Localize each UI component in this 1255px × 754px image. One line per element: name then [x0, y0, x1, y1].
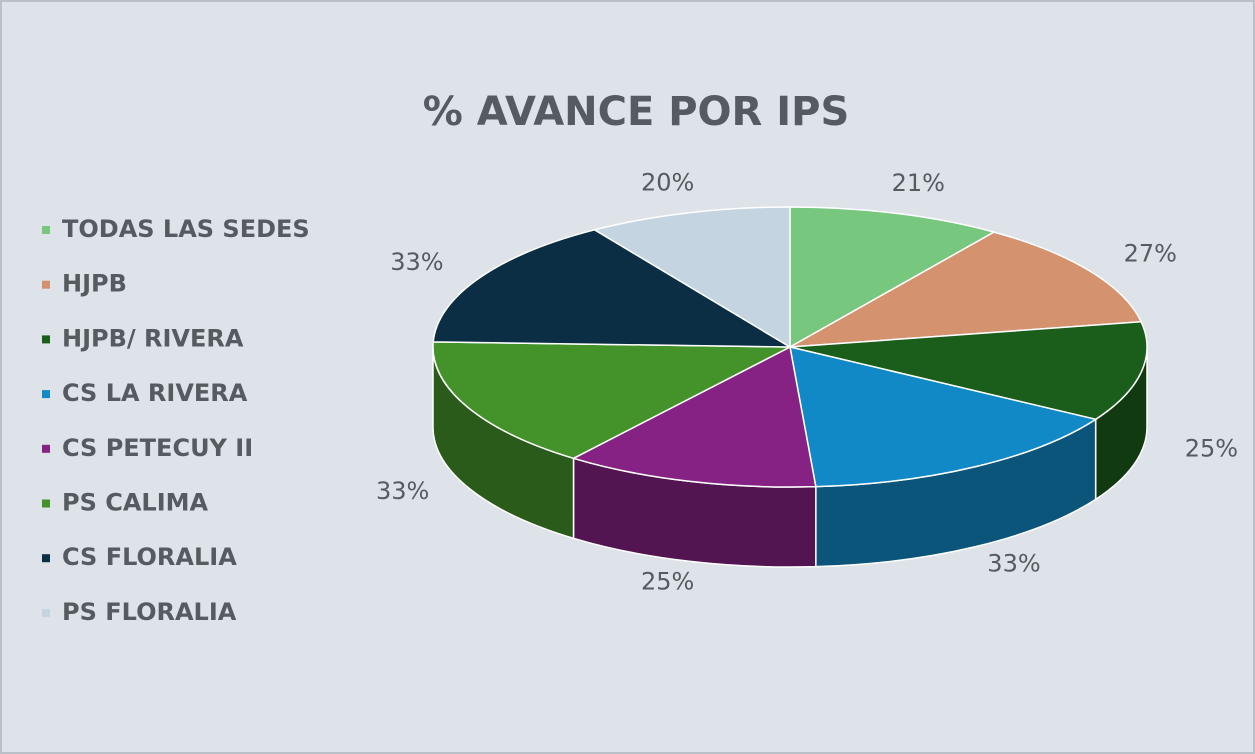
data-label: 33% — [390, 248, 443, 276]
slice — [592, 206, 791, 349]
data-label: 20% — [641, 168, 694, 196]
data-label: 25% — [641, 568, 694, 596]
legend-swatch — [42, 444, 50, 453]
slice — [432, 341, 791, 460]
legend-swatch — [42, 554, 50, 563]
data-label: 33% — [376, 477, 429, 505]
legend-label: PS CALIMA — [62, 489, 209, 517]
slice — [789, 206, 996, 349]
legend-swatch — [42, 608, 50, 617]
chart-title: % AVANCE POR IPS — [423, 89, 850, 135]
legend-label: PS FLORALIA — [62, 598, 237, 626]
legend-swatch — [42, 226, 50, 234]
data-label: 27% — [1124, 240, 1177, 268]
data-label: 25% — [1185, 435, 1238, 463]
data-label: 33% — [987, 550, 1040, 578]
legend-label: TODAS LAS SEDES — [62, 215, 310, 243]
legend-swatch — [42, 499, 50, 508]
legend-label: HJPB/ RIVERA — [62, 324, 244, 352]
slice — [571, 345, 817, 488]
legend-label: CS FLORALIA — [62, 543, 237, 571]
legend-swatch — [42, 280, 50, 289]
data-label: 21% — [892, 169, 945, 197]
slice — [789, 321, 1148, 421]
slice — [432, 229, 793, 348]
legend-swatch — [42, 335, 50, 344]
slice — [789, 231, 1143, 348]
legend-label: HJPB — [62, 270, 127, 298]
slice — [789, 346, 1098, 488]
legend-swatch — [42, 390, 50, 399]
legend-label: CS PETECUY II — [62, 434, 253, 462]
legend-label: CS LA RIVERA — [62, 379, 248, 407]
